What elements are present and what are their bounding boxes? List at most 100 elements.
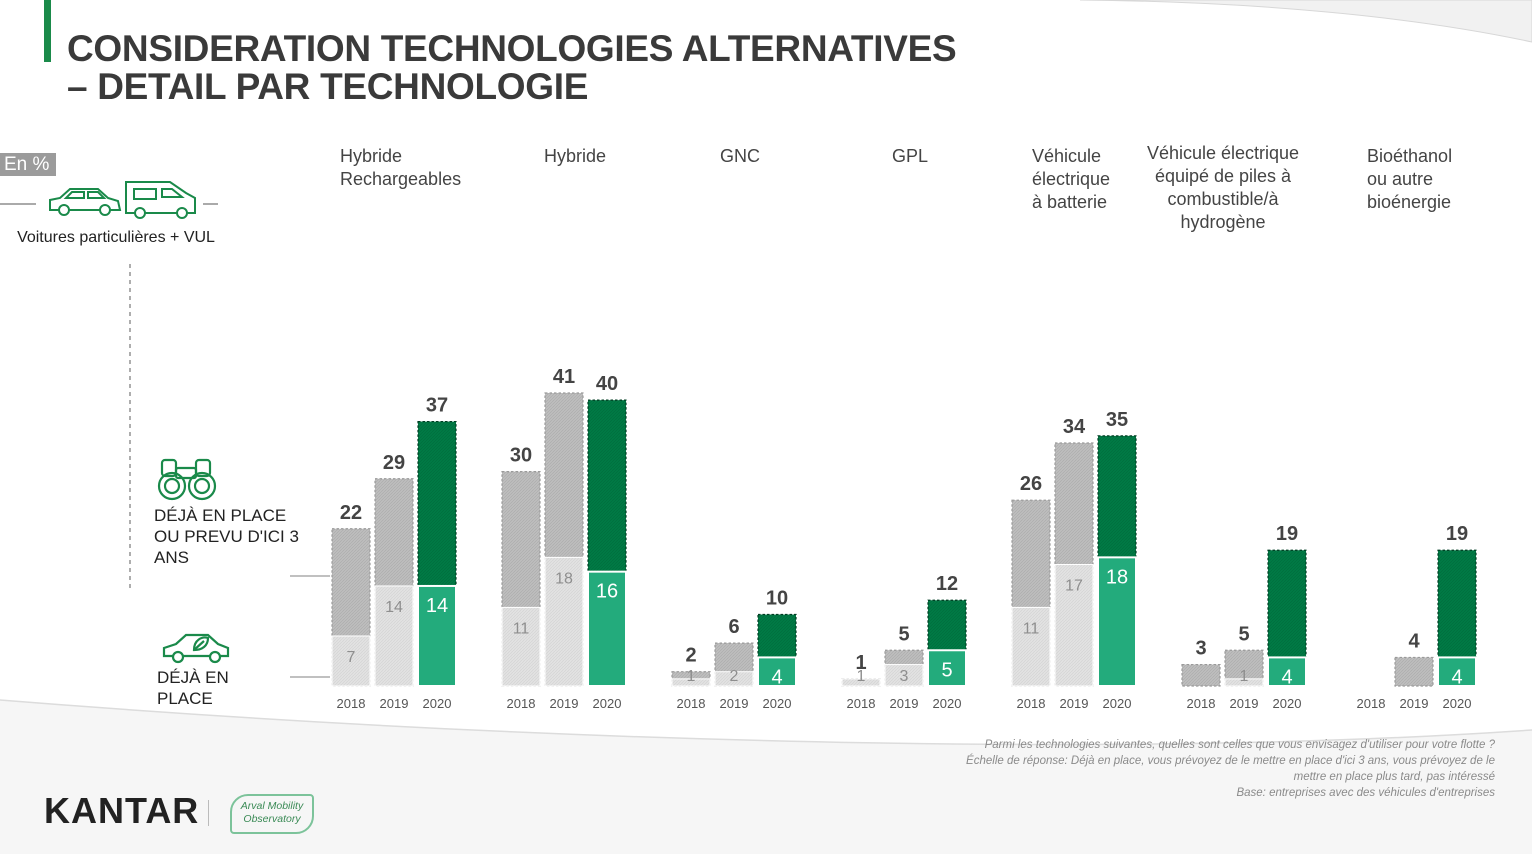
x-tick-label: 2019 [1230,696,1259,711]
data-label-total: 10 [766,588,788,610]
data-label-in-place: 14 [385,599,403,616]
group-title-line: Hybride [543,146,607,166]
group-title-line: combustible/à [1167,189,1279,209]
data-label-in-place: 1 [857,668,866,685]
legend-in-place: DÉJÀ EN PLACE [157,668,229,708]
title-line-2: – DETAIL PAR TECHNOLOGIE [67,66,589,107]
bar-in-place [927,649,967,688]
title-line-1: CONSIDERATION TECHNOLOGIES ALTERNATIVES [67,28,957,69]
bar-in-place [714,671,754,687]
binoculars-icon [157,458,217,501]
data-label-in-place: 18 [555,570,573,587]
x-tick-label: 2019 [720,696,749,711]
data-label-in-place: 16 [596,581,618,603]
group-title-line: à batterie [1032,192,1108,212]
group-title-6: Véhicule électrique équipé de piles à comb… [1128,142,1318,234]
bar-in-place [1224,678,1264,687]
logo-separator [208,800,209,826]
data-label-total: 22 [340,502,362,524]
data-label-total: 3 [1195,638,1206,660]
data-label-total: 29 [383,452,405,474]
group-title-line: Véhicule [1032,146,1102,166]
data-label-in-place: 4 [771,666,782,688]
group-title-5: Véhicule électrique à batterie [1032,145,1142,214]
footnote-line-1: Parmi les technologies suivantes, quelle… [984,739,1495,751]
data-label-total: 19 [1276,523,1298,545]
x-tick-label: 2018 [677,696,706,711]
vehicle-icons [0,181,218,219]
bar-in-place [671,678,711,687]
group-title-line: GPL [891,146,929,166]
group-title-2: Hybride [510,145,640,168]
group-title-line: GNC [720,146,760,166]
data-label-in-place: 1 [1240,668,1249,685]
data-label-in-place: 11 [513,620,530,637]
footnote-line-3: mettre en place plus tard, pas intéressé [1293,771,1495,783]
bar-in-place [501,606,541,687]
x-tick-label: 2018 [337,696,366,711]
arval-logo-line-2: Observatory [243,813,301,825]
footnote-line-2: Échelle de réponse: Déjà en place, vous … [966,755,1495,767]
group-title-4: GPL [850,145,970,168]
data-label-in-place: 3 [900,668,909,685]
bar-in-place [417,584,457,688]
car-icon [49,188,122,216]
data-label-total: 4 [1408,630,1420,652]
bar-in-place [587,570,627,687]
data-label-total: 30 [510,445,532,467]
group-title-line: Hybride [340,146,403,166]
x-tick-label: 2020 [1103,696,1132,711]
x-tick-label: 2020 [593,696,622,711]
bar-in-place [1011,606,1051,687]
data-label-in-place: 4 [1451,666,1462,688]
group-title-line: bioénergie [1367,192,1452,212]
x-tick-label: 2019 [1400,696,1429,711]
scope-divider [129,264,131,590]
x-tick-label: 2019 [550,696,579,711]
data-label-in-place: 11 [1023,620,1040,637]
data-label-total: 35 [1106,409,1128,431]
data-label-total: 5 [1238,623,1249,645]
group-title-3: GNC [680,145,800,168]
data-label-in-place: 7 [347,649,356,666]
group-title-line: équipé de piles à [1154,166,1292,186]
bar-in-place [757,656,797,687]
data-label-total: 40 [596,373,618,395]
x-tick-label: 2019 [380,696,409,711]
group-title-line: ou autre [1367,169,1434,189]
footnote-line-4: Base: entreprises avec des véhicules d'e… [1236,787,1495,799]
unit-badge: En % [0,153,56,176]
data-label-total: 26 [1020,473,1042,495]
x-tick-label: 2020 [763,696,792,711]
x-tick-label: 2020 [1273,696,1302,711]
x-tick-label: 2019 [890,696,919,711]
data-label-total: 12 [936,573,958,595]
accent-bar [44,0,51,62]
data-label-in-place: 4 [1281,666,1292,688]
van-icon [125,181,196,219]
eco-car-icon [162,633,230,664]
data-label-in-place: 2 [730,668,739,685]
kantar-logo: KANTAR [44,790,200,831]
footnote: Parmi les technologies suivantes, quelle… [875,737,1495,801]
group-title-line: Rechargeables [340,169,462,189]
bar-in-place [841,678,881,687]
bar-in-place [374,585,414,687]
data-label-total: 19 [1446,523,1468,545]
group-title-line: électrique [1032,169,1111,189]
bar-in-place [1437,656,1477,687]
legend-planned: DÉJÀ EN PLACE OU PREVU D'ICI 3 ANS [154,506,299,567]
bar-in-place [544,556,584,687]
data-label-in-place: 14 [426,595,448,617]
page-title: CONSIDERATION TECHNOLOGIES ALTERNATIVES … [67,28,957,107]
bar-in-place [1054,564,1094,687]
bar-in-place [884,664,924,687]
data-label-total: 6 [728,616,739,638]
x-tick-label: 2018 [847,696,876,711]
data-label-total: 34 [1063,416,1086,438]
group-title-7: Bioéthanol ou autre bioénergie [1367,145,1507,214]
bar-in-place [1267,656,1307,687]
data-label-total: 1 [855,652,866,674]
